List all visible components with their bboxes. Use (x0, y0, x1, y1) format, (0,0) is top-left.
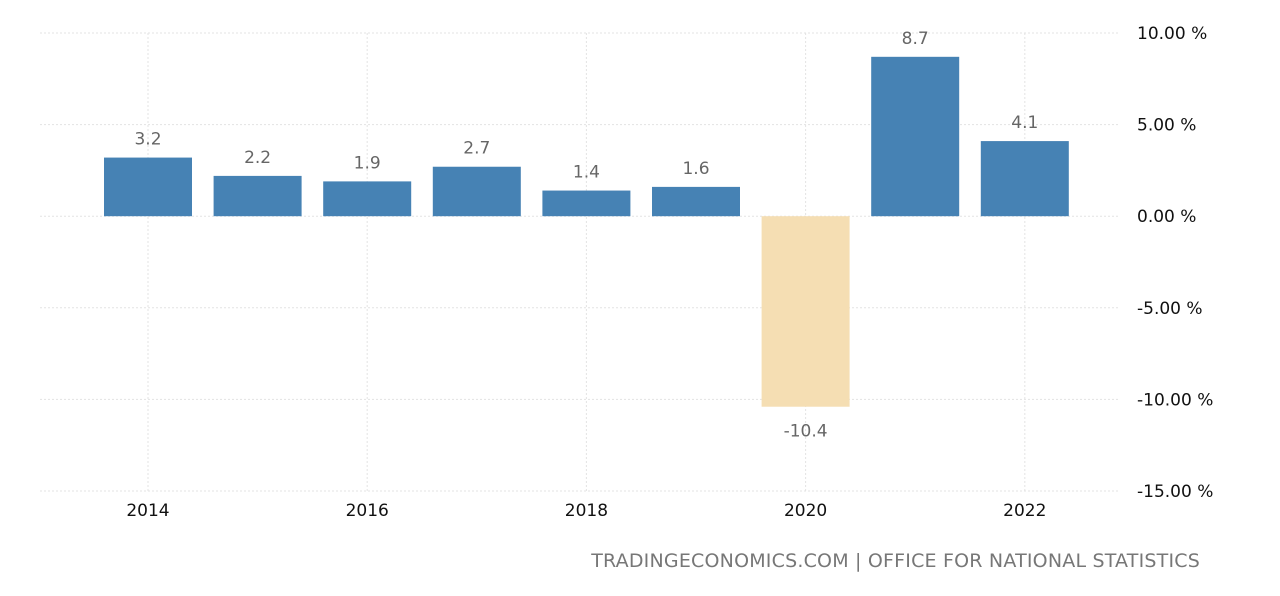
y-tick-label: -15.00 % (1137, 482, 1213, 502)
data-label-2016: 1.9 (354, 153, 381, 173)
bar-2018 (542, 190, 631, 217)
data-labels: 3.2 2.2 1.9 2.7 1.4 1.6 -10.4 8.7 4.1 (134, 29, 1038, 442)
x-axis-labels: 2014 2016 2018 2020 2022 (126, 501, 1046, 521)
x-tick-label: 2018 (565, 501, 608, 521)
y-tick-label: -10.00 % (1137, 390, 1213, 410)
bar-2014 (104, 157, 192, 217)
bar-2022 (980, 141, 1069, 217)
data-label-2017: 2.7 (463, 139, 490, 159)
bar-2021 (871, 56, 960, 217)
bar-2020 (761, 216, 850, 407)
data-label-2019: 1.6 (682, 159, 709, 179)
x-tick-label: 2022 (1003, 501, 1046, 521)
bars (104, 56, 1069, 407)
data-label-2022: 4.1 (1011, 113, 1038, 133)
y-axis-labels: 10.00 % 5.00 % 0.00 % -5.00 % -10.00 % -15.00… (1137, 24, 1213, 502)
x-tick-label: 2016 (346, 501, 389, 521)
bar-2019 (652, 186, 740, 217)
data-label-2021: 8.7 (902, 29, 929, 49)
y-tick-label: 5.00 % (1137, 116, 1196, 136)
data-label-2014: 3.2 (134, 130, 161, 150)
data-label-2018: 1.4 (573, 163, 600, 183)
x-tick-label: 2014 (126, 501, 169, 521)
x-tick-label: 2020 (784, 501, 827, 521)
y-tick-label: -5.00 % (1137, 299, 1203, 319)
bar-2015 (213, 175, 302, 217)
y-tick-label: 0.00 % (1137, 207, 1196, 227)
y-tick-label: 10.00 % (1137, 24, 1207, 44)
bar-2017 (432, 166, 521, 217)
bar-2016 (323, 181, 412, 217)
data-label-2020: -10.4 (784, 422, 828, 442)
data-label-2015: 2.2 (244, 148, 271, 168)
source-attribution: TRADINGECONOMICS.COM | OFFICE FOR NATION… (591, 550, 1200, 572)
x-gridlines (147, 33, 1026, 491)
